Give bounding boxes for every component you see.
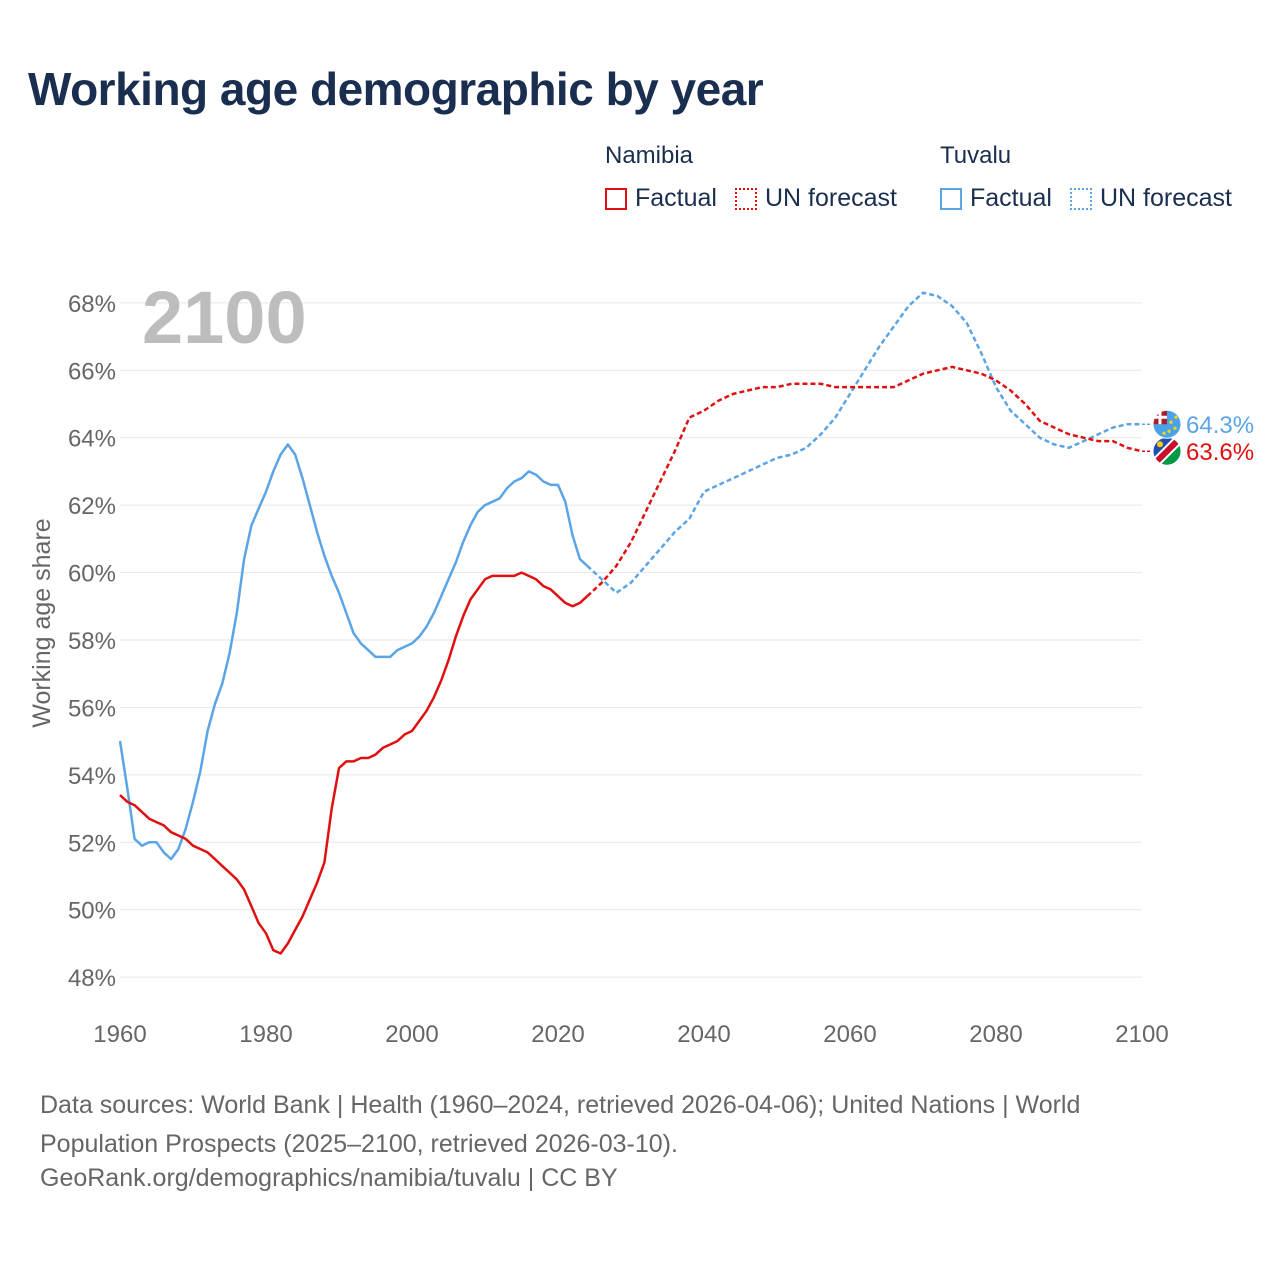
- namibia-flag-icon: [1153, 437, 1181, 466]
- x-tick-label: 2060: [823, 1021, 876, 1048]
- y-tick-label: 64%: [68, 426, 116, 453]
- y-tick-label: 66%: [68, 358, 116, 385]
- data-sources: Data sources: World Bank | Health (1960–…: [40, 1091, 1081, 1158]
- y-tick-label: 68%: [68, 291, 116, 318]
- x-tick-label: 1980: [239, 1021, 292, 1048]
- legend-swatch-factual: [940, 187, 962, 210]
- legend-swatch-factual: [605, 187, 627, 210]
- legend-item-namibia-factual[interactable]: Factual: [605, 184, 717, 213]
- series-line-namibia-forecast[interactable]: [586, 365, 1143, 598]
- end-value-label-namibia: 63.6%: [1186, 439, 1254, 466]
- legend-label: Factual: [635, 184, 717, 212]
- gridlines: [120, 302, 1142, 978]
- x-tick-label: 2000: [385, 1021, 438, 1048]
- legend-item-tuvalu-forecast[interactable]: UN forecast: [1069, 184, 1232, 213]
- y-tick-label: 50%: [68, 898, 116, 925]
- legend-group-name: Tuvalu: [940, 142, 1012, 169]
- series-line-tuvalu-forecast[interactable]: [586, 291, 1142, 595]
- y-axis-ticks: 48% 50% 52% 54% 56% 58% 60% 62% 64% 66% 68%: [68, 291, 116, 992]
- y-axis-label: Working age share: [28, 518, 56, 727]
- y-tick-label: 52%: [68, 830, 116, 857]
- tuvalu-flag-ring: [1152, 409, 1182, 439]
- y-tick-label: 62%: [68, 493, 116, 520]
- x-axis-ticks: 1960 1980 2000 2020 2040 2060 2080 2100: [93, 1021, 1168, 1048]
- y-tick-label: 56%: [68, 695, 116, 722]
- legend-group-namibia: Namibia Factual UN forecast: [605, 142, 915, 213]
- end-markers: 63.6%64.3%: [1142, 409, 1254, 466]
- legend-label: Factual: [970, 184, 1052, 212]
- legend-swatch-forecast: [1069, 187, 1092, 210]
- legend-group-name: Namibia: [605, 142, 694, 169]
- chart-title: Working age demographic by year: [28, 63, 764, 115]
- x-tick-label: 2100: [1115, 1021, 1168, 1048]
- x-tick-label: 1960: [93, 1021, 146, 1048]
- legend-group-tuvalu: Tuvalu Factual UN forecast: [940, 142, 1250, 213]
- legend-label: UN forecast: [1099, 184, 1232, 212]
- legend-label: UN forecast: [764, 184, 897, 212]
- year-watermark: 2100: [142, 276, 307, 359]
- legend-item-tuvalu-factual[interactable]: Factual: [940, 184, 1052, 213]
- end-value-label-tuvalu: 64.3%: [1186, 412, 1254, 439]
- legend-swatch-forecast: [734, 187, 757, 210]
- x-tick-label: 2020: [531, 1021, 584, 1048]
- series-line-namibia-factual[interactable]: [119, 571, 589, 955]
- series-line-tuvalu-factual[interactable]: [118, 443, 589, 861]
- attribution-link[interactable]: GeoRank.org/demographics/namibia/tuvalu …: [40, 1164, 618, 1192]
- y-tick-label: 54%: [68, 763, 116, 790]
- series-lines: [118, 291, 1143, 955]
- x-tick-label: 2040: [677, 1021, 730, 1048]
- y-tick-label: 48%: [68, 965, 116, 992]
- y-tick-label: 60%: [68, 561, 116, 588]
- x-tick-label: 2080: [969, 1021, 1022, 1048]
- legend-item-namibia-forecast[interactable]: UN forecast: [734, 184, 897, 213]
- y-tick-label: 58%: [68, 628, 116, 655]
